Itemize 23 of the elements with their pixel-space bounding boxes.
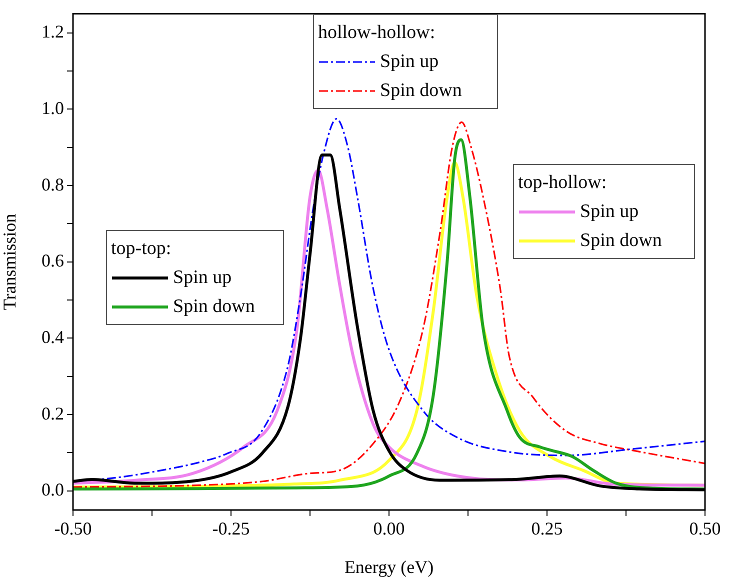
legend-label: Spin down	[173, 295, 255, 319]
x-tick-label: 0.25	[531, 518, 563, 539]
legend-label: Spin up	[380, 50, 439, 74]
x-tick-label: 0.50	[689, 518, 721, 539]
annotation: top-hollow:	[518, 171, 608, 195]
annotation: top-top:	[111, 237, 172, 261]
y-tick-label: 0.8	[42, 174, 64, 194]
y-tick-label: 0.6	[42, 250, 64, 271]
x-tick-label: -0.25	[212, 518, 250, 539]
legend-label: Spin down	[380, 79, 462, 103]
x-tick-label: 0.00	[373, 518, 405, 539]
legend-label: Spin up	[173, 266, 232, 290]
legend-label: Spin up	[580, 200, 639, 224]
x-axis-title: Energy (eV)	[344, 556, 434, 577]
y-axis-title: Transmission	[0, 214, 20, 310]
y-tick-label: 0.0	[42, 480, 64, 500]
x-tick-label: -0.50	[54, 518, 92, 539]
y-tick-label: 1.2	[42, 22, 64, 42]
y-tick-label: 1.0	[42, 98, 64, 118]
y-tick-label: 0.4	[42, 326, 64, 347]
legend-label: Spin down	[580, 229, 662, 253]
y-tick-label: 0.2	[42, 403, 64, 424]
annotation: hollow-hollow:	[318, 21, 436, 45]
